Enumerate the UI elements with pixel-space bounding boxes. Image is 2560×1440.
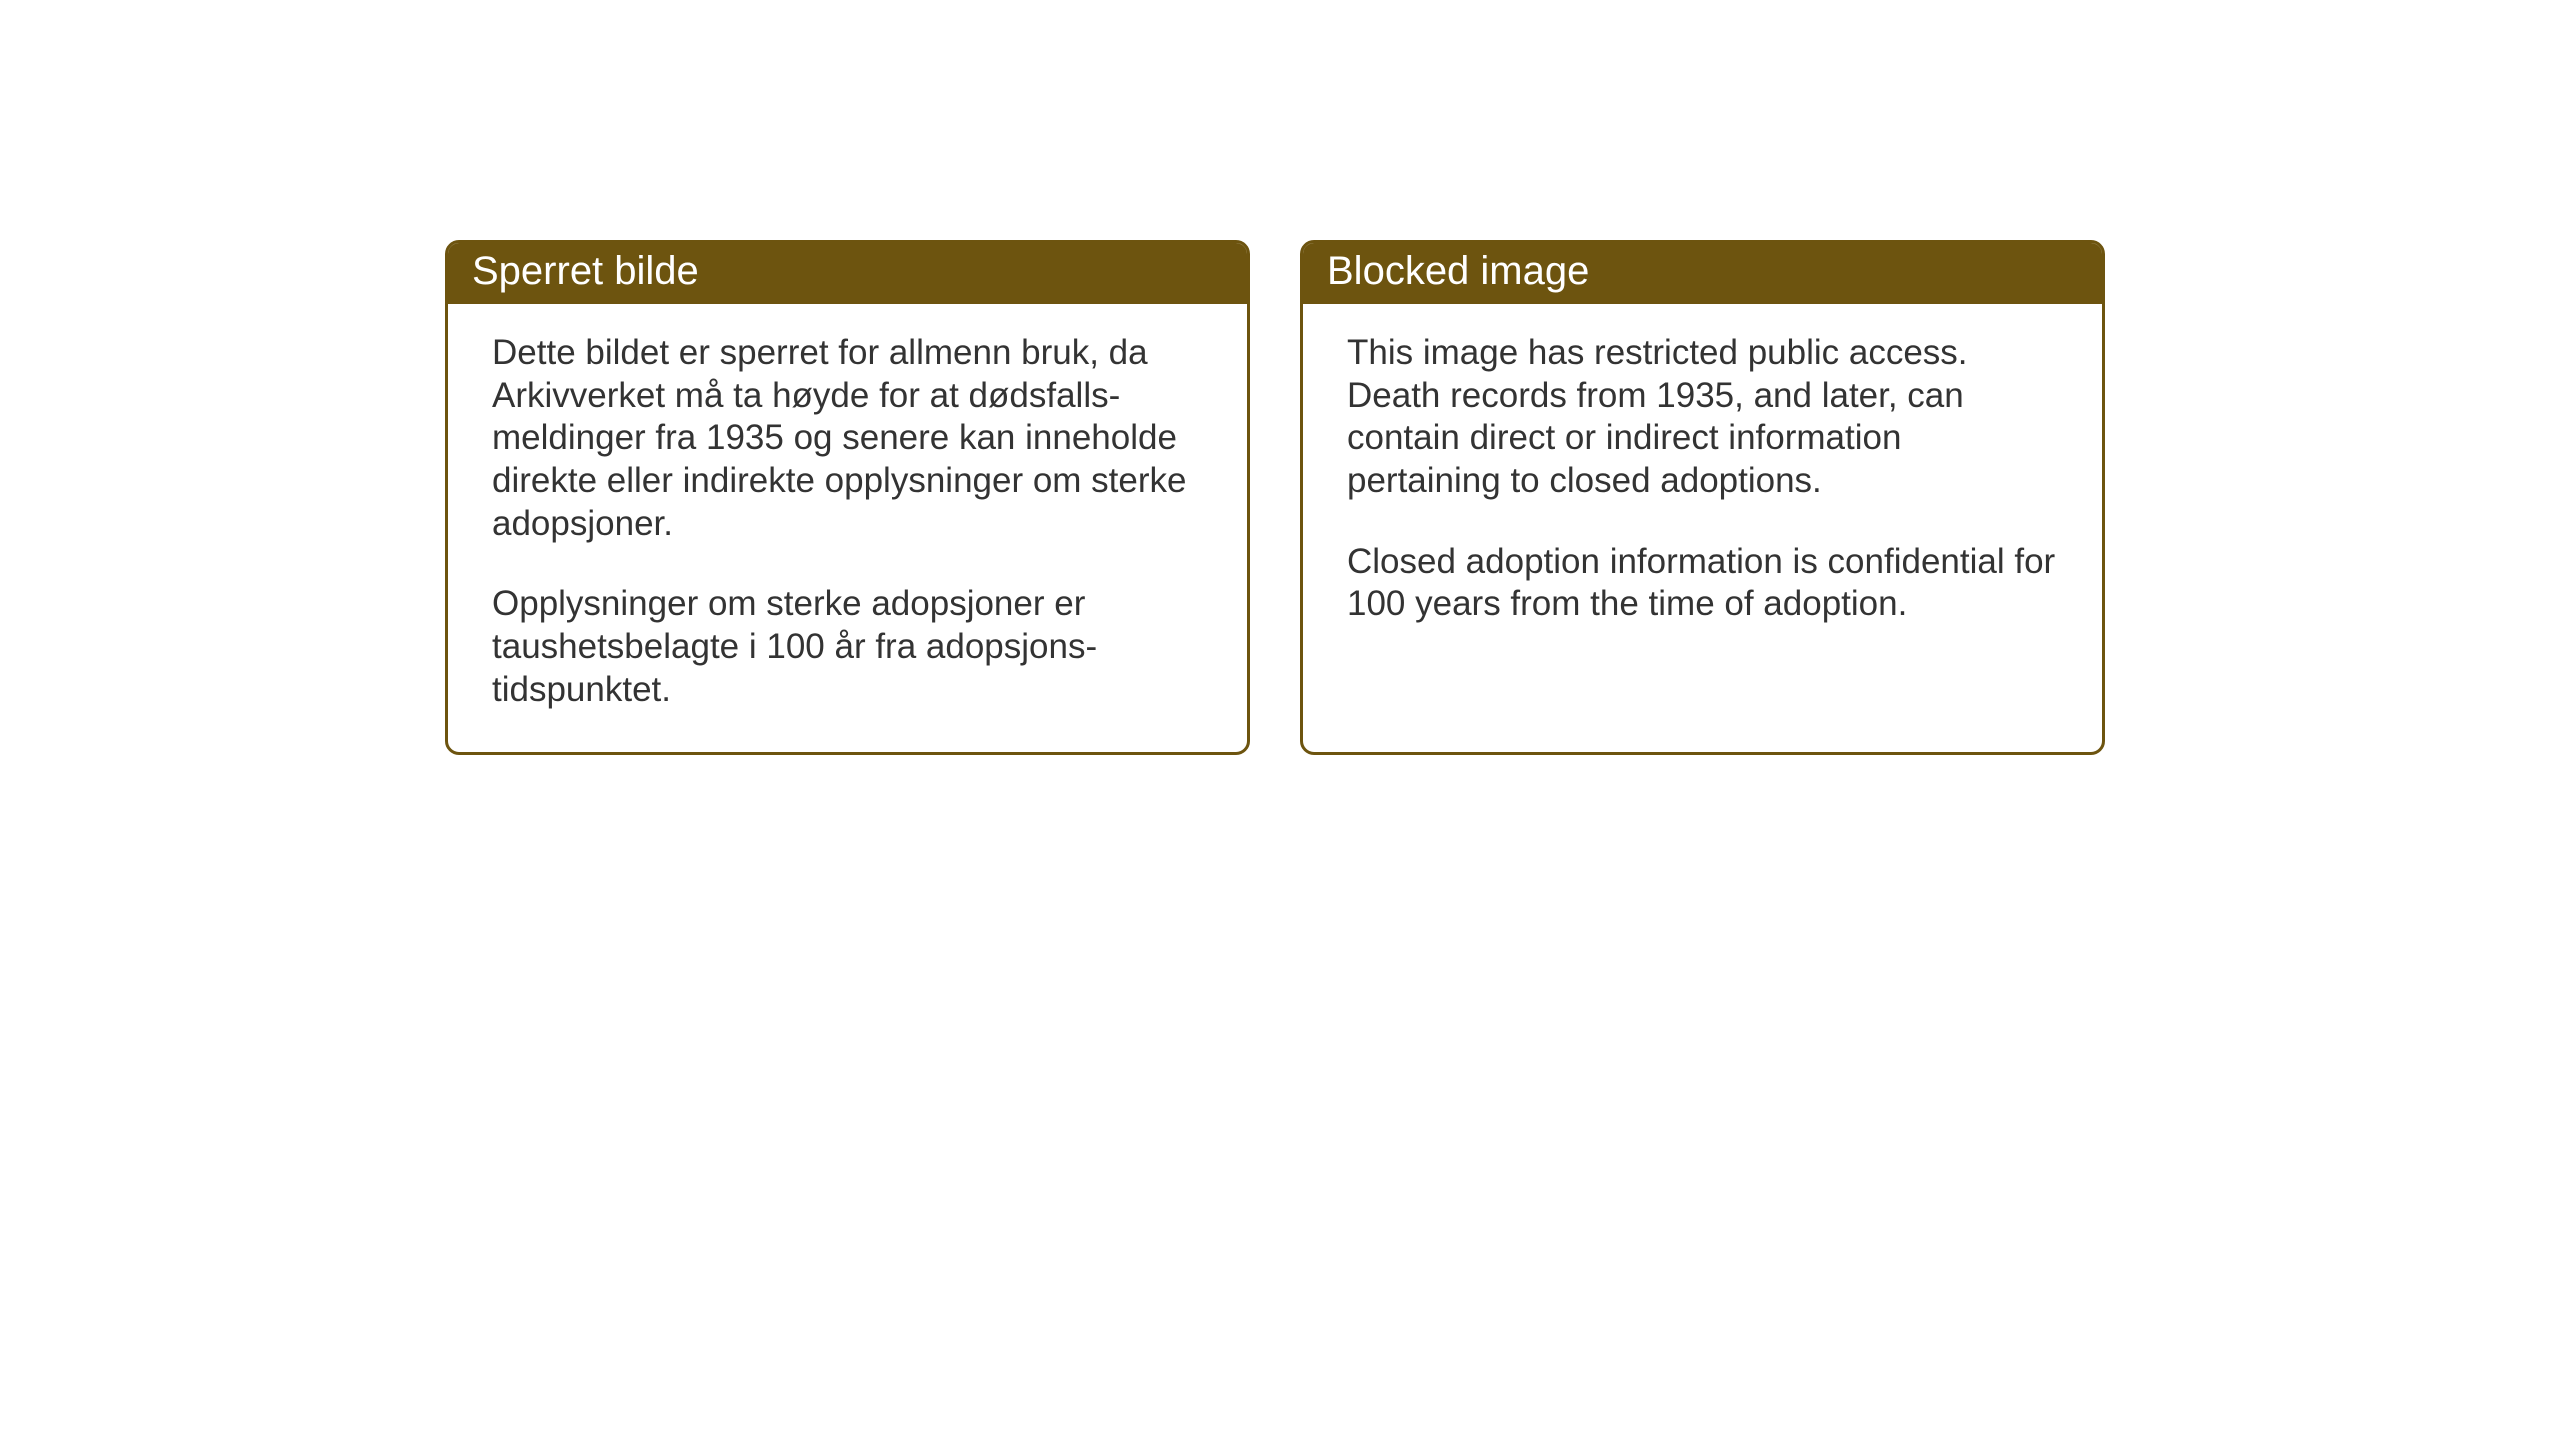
- notice-title-english: Blocked image: [1327, 249, 1589, 293]
- notice-header-english: Blocked image: [1303, 243, 2102, 304]
- notice-header-norwegian: Sperret bilde: [448, 243, 1247, 304]
- notice-body-norwegian: Dette bildet er sperret for allmenn bruk…: [448, 304, 1247, 752]
- notice-container: Sperret bilde Dette bildet er sperret fo…: [445, 240, 2105, 755]
- notice-body-english: This image has restricted public access.…: [1303, 304, 2102, 749]
- notice-card-english: Blocked image This image has restricted …: [1300, 240, 2105, 755]
- notice-paragraph: Opplysninger om sterke adopsjoner er tau…: [492, 583, 1203, 711]
- notice-card-norwegian: Sperret bilde Dette bildet er sperret fo…: [445, 240, 1250, 755]
- notice-paragraph: Dette bildet er sperret for allmenn bruk…: [492, 332, 1203, 545]
- notice-paragraph: Closed adoption information is confident…: [1347, 541, 2058, 626]
- notice-paragraph: This image has restricted public access.…: [1347, 332, 2058, 503]
- notice-title-norwegian: Sperret bilde: [472, 249, 699, 293]
